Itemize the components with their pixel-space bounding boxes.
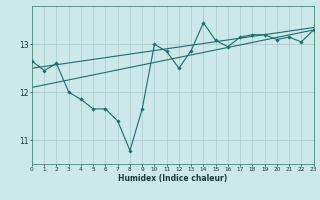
X-axis label: Humidex (Indice chaleur): Humidex (Indice chaleur) <box>118 174 228 183</box>
